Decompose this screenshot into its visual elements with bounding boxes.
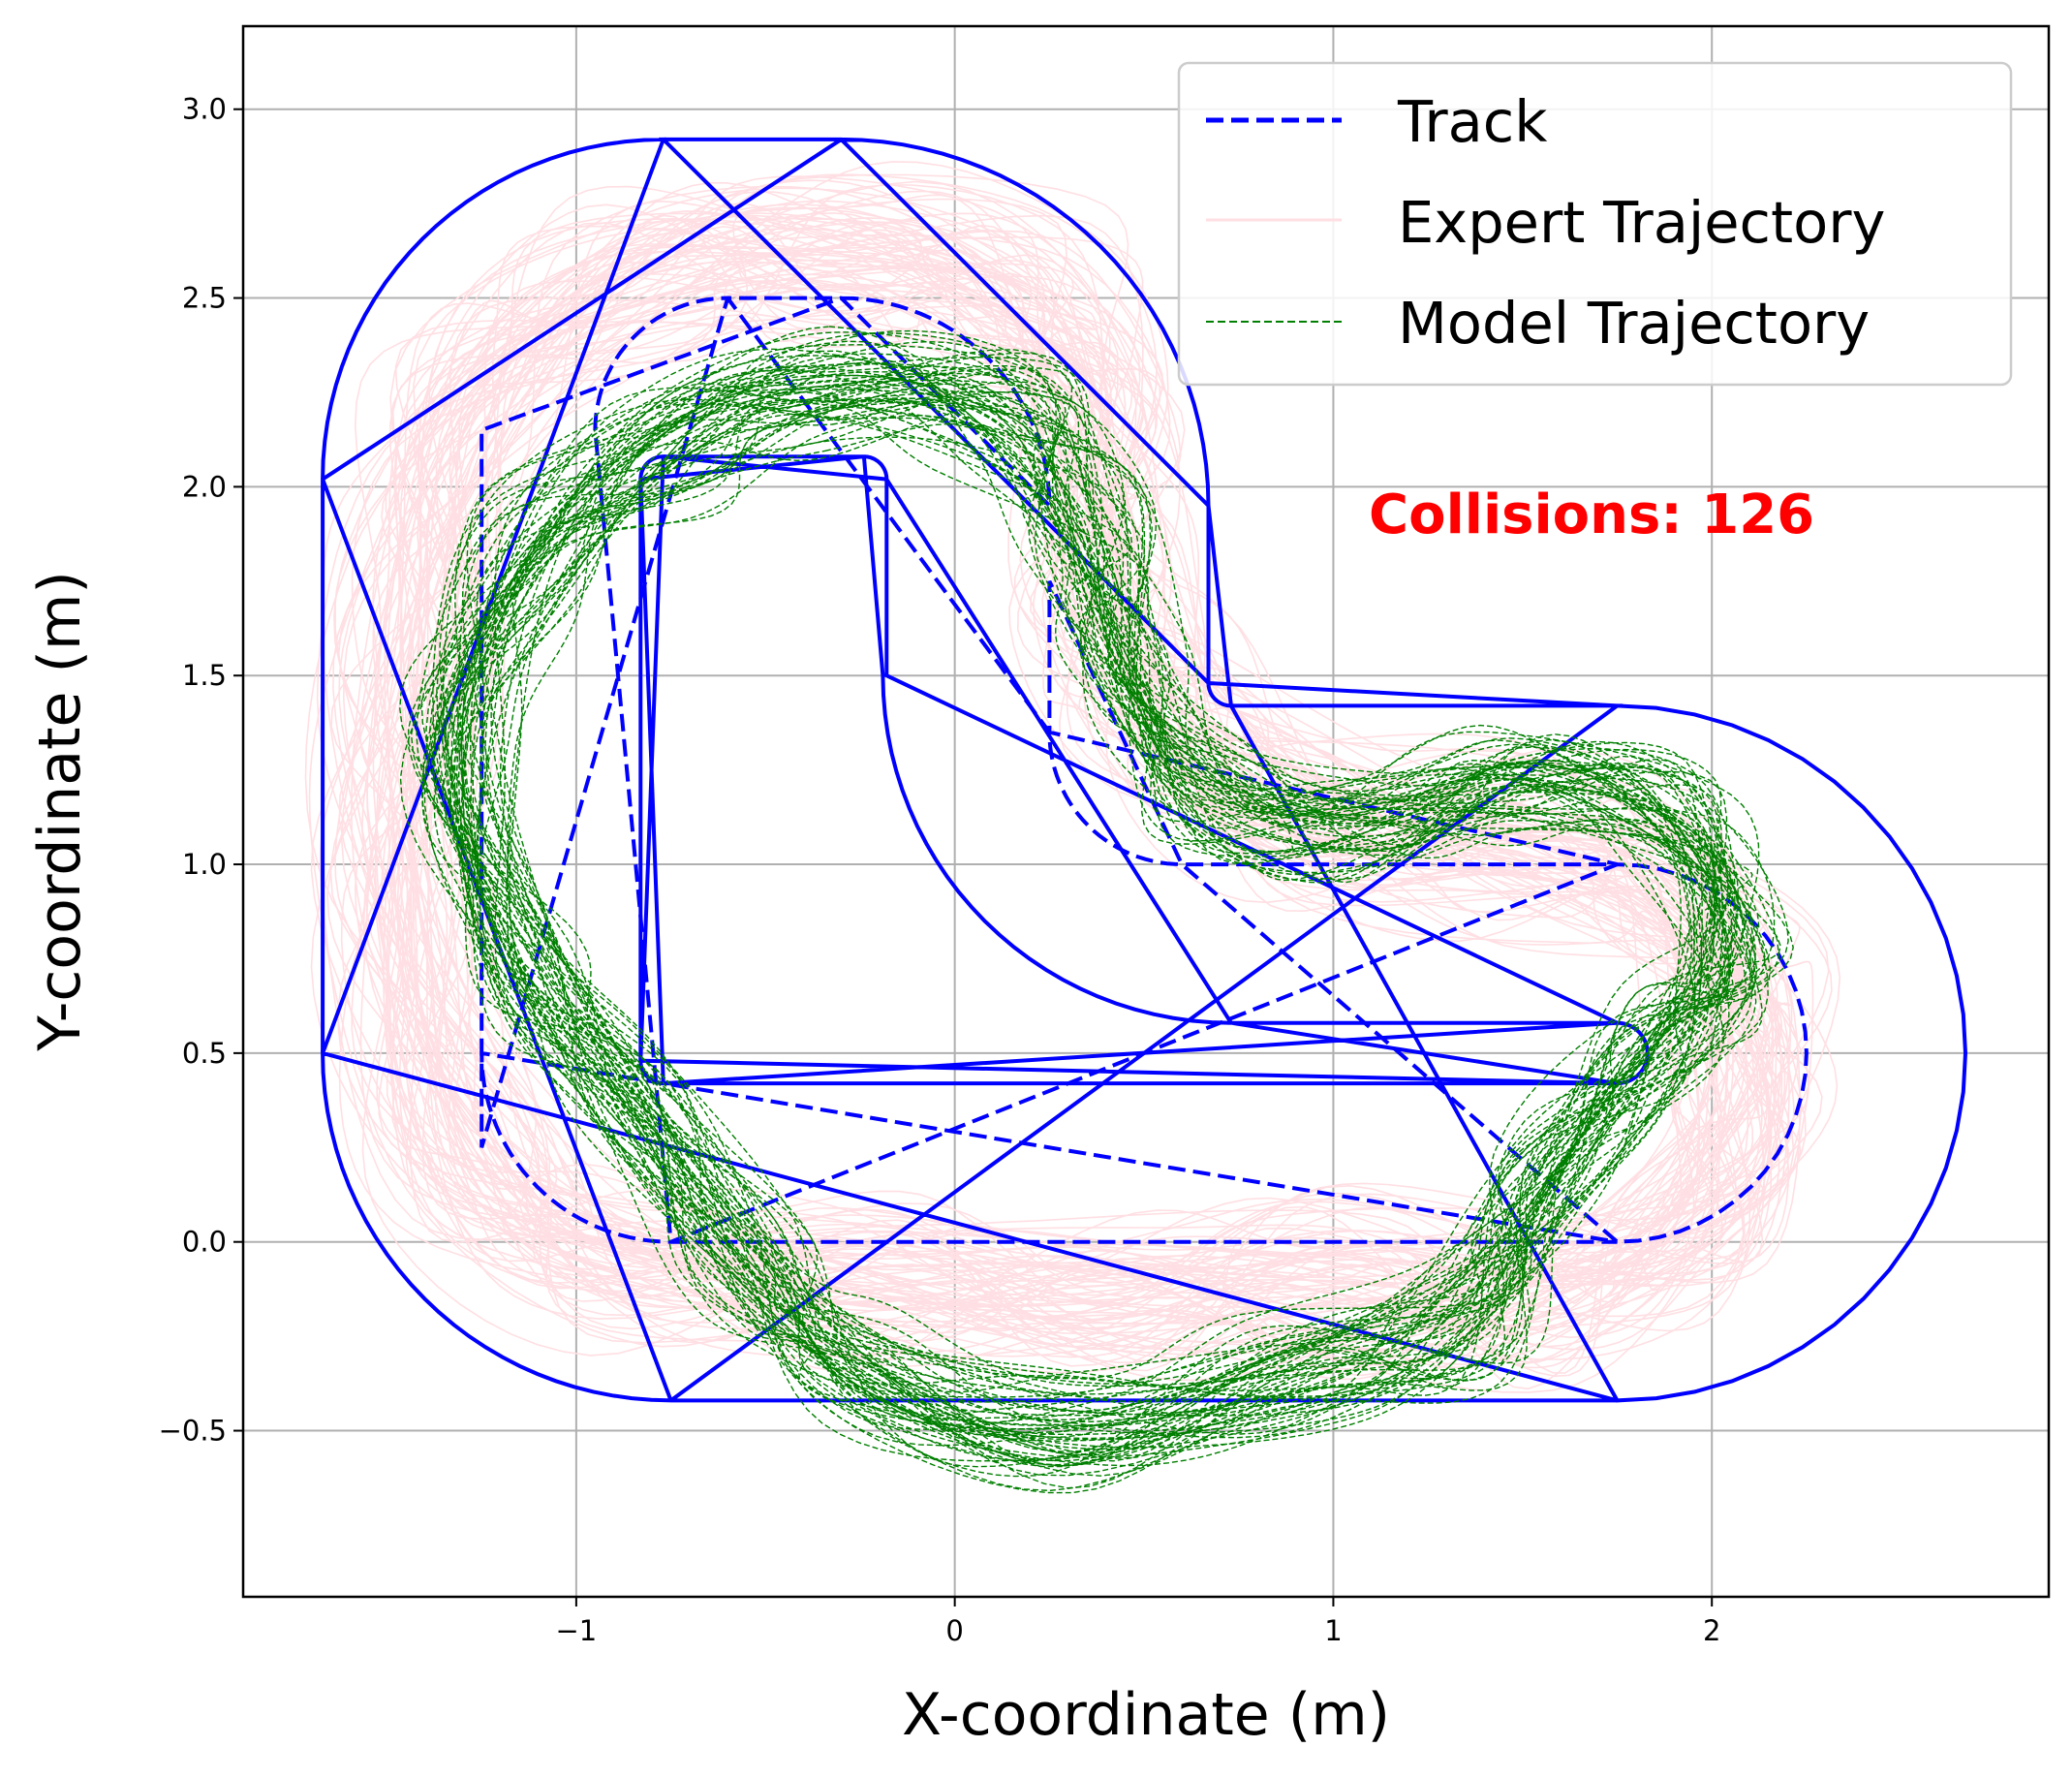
track-outer-boundary <box>321 137 1968 1403</box>
expert-trajectory-line <box>333 222 1683 1309</box>
expert-trajectory-line <box>366 273 1783 1276</box>
track-centerline <box>479 296 1809 1244</box>
y-tick-label: 1.0 <box>182 848 227 881</box>
expert-trajectory-line <box>421 214 1778 1390</box>
y-tick-label: 0.0 <box>182 1226 227 1259</box>
y-tick-label: 2.0 <box>182 470 227 503</box>
expert-trajectory-line <box>319 179 1807 1351</box>
model-trajectory-line <box>469 340 1756 1380</box>
model-trajectory-line <box>448 390 1736 1417</box>
y-axis-label: Y-coordinate (m) <box>26 571 94 1052</box>
y-tick-label: 1.5 <box>182 659 227 692</box>
model-trajectory-line <box>459 399 1730 1467</box>
model-trajectory-line <box>454 398 1726 1393</box>
model-trajectory-line <box>450 386 1723 1462</box>
y-tick-label: 0.5 <box>182 1037 227 1070</box>
expert-trajectory-line <box>399 259 1765 1382</box>
model-trajectory-line <box>422 415 1727 1430</box>
collisions-annotation: Collisions: 126 <box>1369 483 1814 546</box>
expert-trajectory-line <box>332 221 1802 1372</box>
model-trajectory-line <box>476 417 1732 1421</box>
model-trajectories <box>399 326 1794 1494</box>
model-trajectory-line <box>420 352 1716 1423</box>
ticks: −1 0 1 2 −0.5 0.0 0.5 1.0 1.5 2.0 2.5 3.0 <box>159 93 1721 1647</box>
model-trajectory-line <box>461 365 1739 1450</box>
model-trajectory-line <box>421 380 1747 1494</box>
model-trajectory-line <box>399 382 1696 1417</box>
model-trajectory-line <box>470 381 1757 1466</box>
model-trajectory-line <box>439 413 1744 1478</box>
expert-trajectory-line <box>304 246 1750 1374</box>
legend: Track Expert Trajectory Model Trajectory <box>1177 61 2013 387</box>
x-tick-label: −1 <box>556 1614 598 1647</box>
x-tick-label: 2 <box>1703 1614 1720 1647</box>
expert-trajectory-line <box>310 203 1739 1369</box>
model-trajectory-line <box>445 389 1687 1460</box>
expert-trajectory-line <box>438 212 1783 1276</box>
y-tick-label: 3.0 <box>182 93 227 126</box>
model-trajectory-line <box>423 379 1733 1427</box>
model-trajectory-line <box>428 331 1703 1398</box>
model-trajectory-line <box>458 395 1703 1413</box>
expert-trajectory-line <box>342 217 1765 1337</box>
model-trajectory-line <box>464 397 1794 1489</box>
model-trajectory-line <box>442 401 1722 1467</box>
legend-label-model: Model Trajectory <box>1398 290 1870 357</box>
expert-trajectory-line <box>409 212 1748 1374</box>
y-tick-label: 2.5 <box>182 282 227 315</box>
expert-trajectory-line <box>376 210 1763 1369</box>
model-trajectory-line <box>506 370 1760 1400</box>
legend-label-expert: Expert Trajectory <box>1398 189 1885 256</box>
x-tick-label: 0 <box>945 1614 963 1647</box>
x-axis-label: X-coordinate (m) <box>902 1681 1390 1749</box>
expert-trajectory-line <box>358 261 1780 1347</box>
model-trajectory-line <box>454 358 1729 1398</box>
model-trajectory-line <box>509 422 1763 1430</box>
expert-trajectory-line <box>413 173 1723 1339</box>
model-trajectory-line <box>449 362 1724 1395</box>
legend-box <box>1177 61 2013 387</box>
y-tick-label: −0.5 <box>159 1415 227 1448</box>
plot-frame <box>241 24 2051 1599</box>
legend-label-track: Track <box>1397 88 1547 155</box>
model-trajectory-line <box>499 436 1758 1442</box>
x-tick-label: 1 <box>1324 1614 1342 1647</box>
model-trajectory-line <box>420 390 1756 1462</box>
model-trajectory-line <box>399 398 1690 1447</box>
model-trajectory-line <box>450 355 1696 1414</box>
model-trajectory-line <box>461 383 1733 1468</box>
expert-trajectory-line <box>329 234 1773 1364</box>
